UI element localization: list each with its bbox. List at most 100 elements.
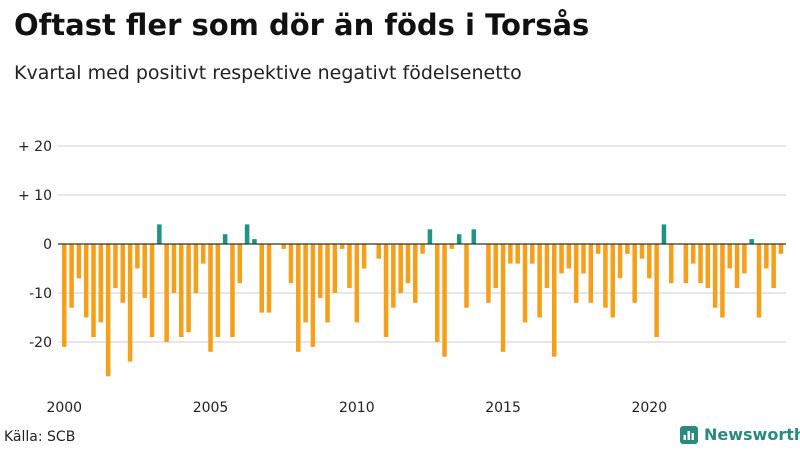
bar <box>325 244 330 323</box>
bar <box>391 244 396 308</box>
bar <box>142 244 147 298</box>
x-tick-label: 2020 <box>631 400 667 416</box>
bars <box>62 224 784 377</box>
bar <box>508 244 513 264</box>
bar <box>690 244 696 264</box>
bar <box>413 244 418 303</box>
bar <box>361 244 367 269</box>
bar <box>749 239 754 244</box>
bar <box>712 244 718 308</box>
bar <box>244 224 250 244</box>
bar <box>756 244 762 318</box>
bar <box>720 244 725 318</box>
bar <box>449 244 455 249</box>
bar <box>398 244 403 293</box>
bar <box>230 244 235 338</box>
bar <box>625 244 630 254</box>
chart-subtitle: Kvartal med positivt respektive negativt… <box>14 62 522 84</box>
bar <box>376 244 381 259</box>
bar <box>661 224 667 244</box>
bar <box>420 244 425 254</box>
bar <box>683 244 689 284</box>
brand-logo: Newsworthy <box>680 425 800 444</box>
y-tick-label: + 20 <box>18 139 52 155</box>
bar <box>120 244 126 303</box>
bar <box>113 244 118 289</box>
bar <box>551 244 557 357</box>
x-axis-labels: 2000 2005 2010 2015 2020 <box>46 400 667 416</box>
bar <box>171 244 177 293</box>
bar <box>573 244 579 303</box>
bar <box>405 244 411 284</box>
bar <box>135 244 140 269</box>
bar <box>179 244 184 338</box>
bar <box>515 244 520 264</box>
bar <box>208 244 213 352</box>
bar <box>76 244 82 279</box>
bar <box>588 244 594 303</box>
y-tick-label: + 10 <box>18 188 52 204</box>
bar <box>727 244 733 269</box>
bar <box>771 244 776 289</box>
bar <box>149 244 155 338</box>
bar <box>427 229 433 244</box>
bar <box>559 244 564 274</box>
bar <box>266 244 272 313</box>
bar <box>442 244 447 357</box>
bar <box>647 244 652 279</box>
bar <box>186 244 191 333</box>
bar <box>617 244 623 279</box>
brand-name: Newsworthy <box>704 425 800 444</box>
bar <box>742 244 747 274</box>
bar <box>522 244 528 323</box>
bar <box>332 244 338 293</box>
bar <box>595 244 601 254</box>
bar <box>200 244 206 264</box>
y-tick-label: -10 <box>29 286 52 302</box>
bar <box>383 244 389 338</box>
bar <box>98 244 104 323</box>
bar <box>493 244 499 289</box>
bar <box>778 244 784 254</box>
y-tick-label: 0 <box>43 237 52 253</box>
chart-title: Oftast fler som dör än föds i Torsås <box>14 8 590 42</box>
y-axis-labels: + 20 + 10 0 -10 -20 <box>18 139 52 351</box>
x-tick-label: 2005 <box>193 400 229 416</box>
bar <box>610 244 616 318</box>
bar <box>83 244 89 318</box>
bar <box>566 244 572 269</box>
bar <box>281 244 286 249</box>
bar <box>237 244 243 284</box>
bar <box>354 244 360 323</box>
x-tick-label: 2010 <box>339 400 375 416</box>
bar <box>193 244 199 293</box>
bar <box>639 244 645 259</box>
bar <box>303 244 308 323</box>
y-tick-label: -20 <box>29 335 52 351</box>
bar <box>164 244 169 342</box>
bar <box>105 244 111 377</box>
bar <box>603 244 608 308</box>
bar <box>537 244 542 318</box>
bar <box>668 244 674 284</box>
bar <box>127 244 133 362</box>
source-note: Källa: SCB <box>4 429 76 445</box>
bar <box>581 244 586 274</box>
bar <box>157 224 162 244</box>
bar <box>222 234 228 244</box>
bar <box>764 244 769 269</box>
bar <box>296 244 301 352</box>
x-tick-label: 2000 <box>46 400 82 416</box>
bar <box>654 244 659 338</box>
bar <box>456 234 462 244</box>
bar <box>471 229 477 244</box>
bar <box>339 244 345 249</box>
bar <box>347 244 352 289</box>
newsworthy-logo-icon <box>680 425 698 444</box>
bar <box>91 244 96 338</box>
bar <box>698 244 703 284</box>
bar <box>62 244 67 347</box>
bar <box>252 239 257 244</box>
bar <box>434 244 440 342</box>
